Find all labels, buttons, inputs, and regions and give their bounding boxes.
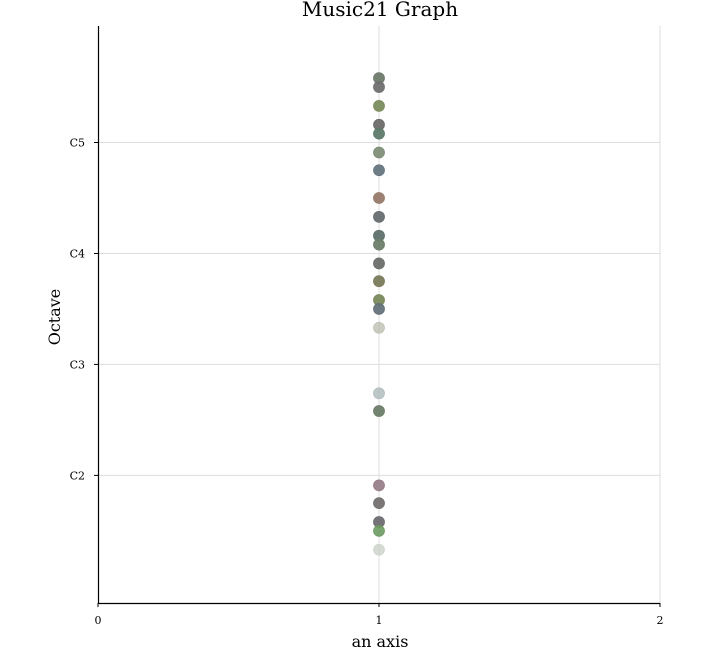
x-tick-label: 2 [657,614,664,627]
x-axis-label: an axis [352,632,409,651]
data-point [373,497,385,510]
y-tick-label: C4 [70,247,85,260]
data-point [373,405,385,417]
data-point [373,238,385,251]
y-tick-label: C2 [70,469,85,482]
data-points [373,72,385,556]
data-point [373,192,385,204]
y-gridlines [98,142,660,476]
data-point [373,164,385,177]
y-axis-label: Octave [45,289,64,346]
data-point [373,303,385,315]
data-point [373,99,385,112]
x-ticks: 0 1 2 [95,603,664,627]
data-point [373,275,385,288]
y-tick-label: C5 [70,137,85,150]
x-tick-label: 0 [95,614,102,627]
data-point [373,81,385,93]
data-point [373,321,385,334]
data-point [373,146,385,159]
x-gridlines [378,26,661,603]
y-tick-label: C3 [70,358,85,371]
data-point [373,127,385,140]
x-tick-label: 1 [376,614,383,627]
data-point [373,387,385,400]
data-point [373,210,385,223]
data-point [373,257,385,270]
data-point [373,543,385,556]
y-ticks: C2 C3 C4 C5 [70,137,98,482]
data-point [373,524,385,537]
data-point [373,479,385,492]
chart-title: Music21 Graph [302,0,458,21]
